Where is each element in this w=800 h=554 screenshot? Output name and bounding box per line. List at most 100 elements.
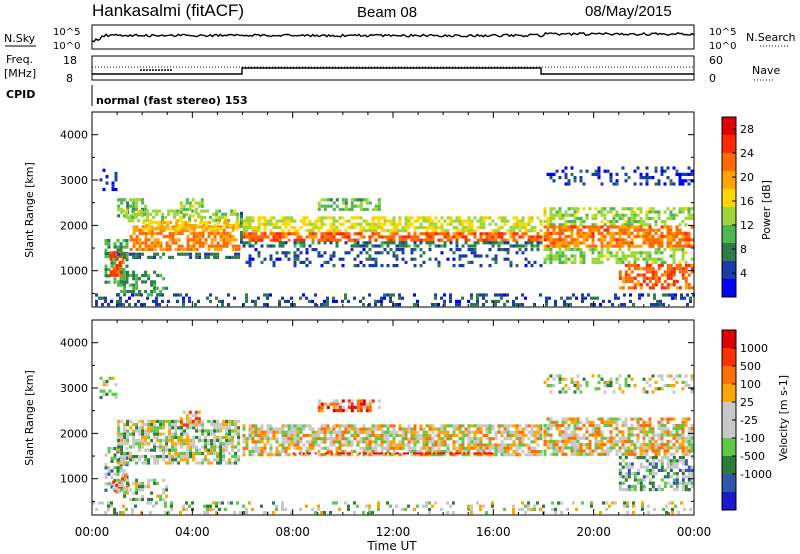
heatmap-cell (189, 439, 193, 443)
heatmap-cell (225, 448, 229, 452)
heatmap-cell (155, 299, 158, 303)
heatmap-cell (681, 488, 685, 492)
heatmap-cell (206, 209, 210, 213)
heatmap-cell (666, 462, 670, 466)
heatmap-cell (669, 228, 673, 232)
heatmap-cell (180, 252, 184, 256)
heatmap-cell (135, 491, 139, 495)
heatmap-cell (660, 235, 664, 239)
heatmap-cell (278, 225, 282, 230)
heatmap-cell (651, 244, 655, 248)
heatmap-cell (317, 399, 321, 403)
heatmap-cell (187, 220, 191, 224)
heatmap-cell (156, 273, 160, 278)
heatmap-cell (176, 209, 180, 213)
heatmap-cell (428, 424, 432, 428)
heatmap-cell (627, 436, 631, 440)
heatmap-cell (174, 432, 178, 436)
heatmap-cell (666, 472, 670, 476)
heatmap-cell (663, 484, 667, 488)
heatmap-cell (165, 435, 169, 439)
heatmap-cell (228, 255, 232, 259)
heatmap-cell (144, 270, 148, 274)
heatmap-cell (254, 225, 258, 230)
heatmap-cell (180, 442, 184, 446)
heatmap-cell (219, 247, 223, 251)
heatmap-cell (380, 443, 384, 447)
heatmap-cell (654, 223, 658, 227)
heatmap-cell (674, 293, 677, 297)
heatmap-cell (305, 446, 309, 450)
heatmap-cell (225, 244, 229, 248)
heatmap-cell (618, 417, 622, 421)
heatmap-cell (660, 417, 664, 421)
heatmap-cell (213, 255, 217, 259)
heatmap-cell (257, 446, 261, 450)
heatmap-cell (207, 255, 211, 259)
heatmap-cell (648, 223, 652, 227)
heatmap-cell (116, 239, 120, 243)
heatmap-cell (663, 182, 667, 186)
heatmap-cell (104, 488, 108, 492)
heatmap-cell (530, 453, 534, 457)
heatmap-cell (521, 507, 524, 511)
heatmap-cell (660, 169, 664, 173)
heatmap-cell (621, 390, 625, 394)
heatmap-cell (383, 424, 387, 428)
heatmap-cell (558, 228, 562, 232)
heatmap-cell (239, 511, 242, 515)
heatmap-cell (546, 430, 550, 434)
heatmap-cell (344, 207, 348, 211)
heatmap-cell (651, 427, 655, 431)
heatmap-cell (299, 244, 303, 248)
heatmap-cell (120, 488, 124, 492)
heatmap-cell (165, 241, 169, 245)
heatmap-cell (118, 267, 122, 271)
heatmap-cell (353, 511, 356, 515)
heatmap-cell (642, 257, 646, 261)
heatmap-cell (167, 511, 170, 515)
heatmap-cell (311, 427, 315, 431)
heatmap-cell (543, 430, 547, 434)
heatmap-cell (150, 231, 154, 235)
heatmap-cell (260, 232, 264, 236)
heatmap-cell (606, 420, 610, 424)
heatmap-cell (446, 437, 450, 441)
heatmap-cell (624, 273, 628, 277)
heatmap-cell (233, 209, 237, 213)
heatmap-cell (311, 299, 314, 303)
heatmap-cell (326, 446, 330, 450)
heatmap-cell (509, 244, 513, 248)
heatmap-cell (419, 437, 423, 441)
heatmap-cell (660, 459, 664, 463)
heatmap-cell (174, 241, 178, 245)
heatmap-cell (552, 254, 556, 258)
heatmap-cell (627, 439, 631, 444)
heatmap-cell (386, 293, 389, 297)
heatmap-cell (687, 468, 691, 472)
heatmap-cell (269, 446, 273, 450)
heatmap-cell (494, 430, 498, 434)
heatmap-cell (461, 244, 465, 248)
heatmap-cell (207, 442, 211, 446)
heatmap-cell (281, 219, 285, 223)
heatmap-cell (437, 440, 441, 444)
heatmap-cell (174, 458, 178, 462)
heatmap-cell (111, 376, 115, 380)
heatmap-cell (257, 430, 261, 434)
heatmap-cell (332, 216, 336, 220)
heatmap-cell (237, 252, 241, 256)
heatmap-cell (168, 461, 172, 465)
heatmap-cell (663, 446, 667, 450)
heatmap-cell (234, 455, 238, 459)
heatmap-cell (657, 228, 661, 232)
heatmap-cell (467, 238, 471, 242)
heatmap-cell (464, 219, 468, 223)
heatmap-cell (386, 238, 390, 242)
heatmap-cell (549, 241, 553, 245)
heatmap-cell (135, 228, 139, 232)
heatmap-cell (440, 244, 444, 248)
heatmap-cell (374, 424, 378, 428)
heatmap-cell (219, 461, 223, 465)
heatmap-cell (204, 458, 208, 462)
